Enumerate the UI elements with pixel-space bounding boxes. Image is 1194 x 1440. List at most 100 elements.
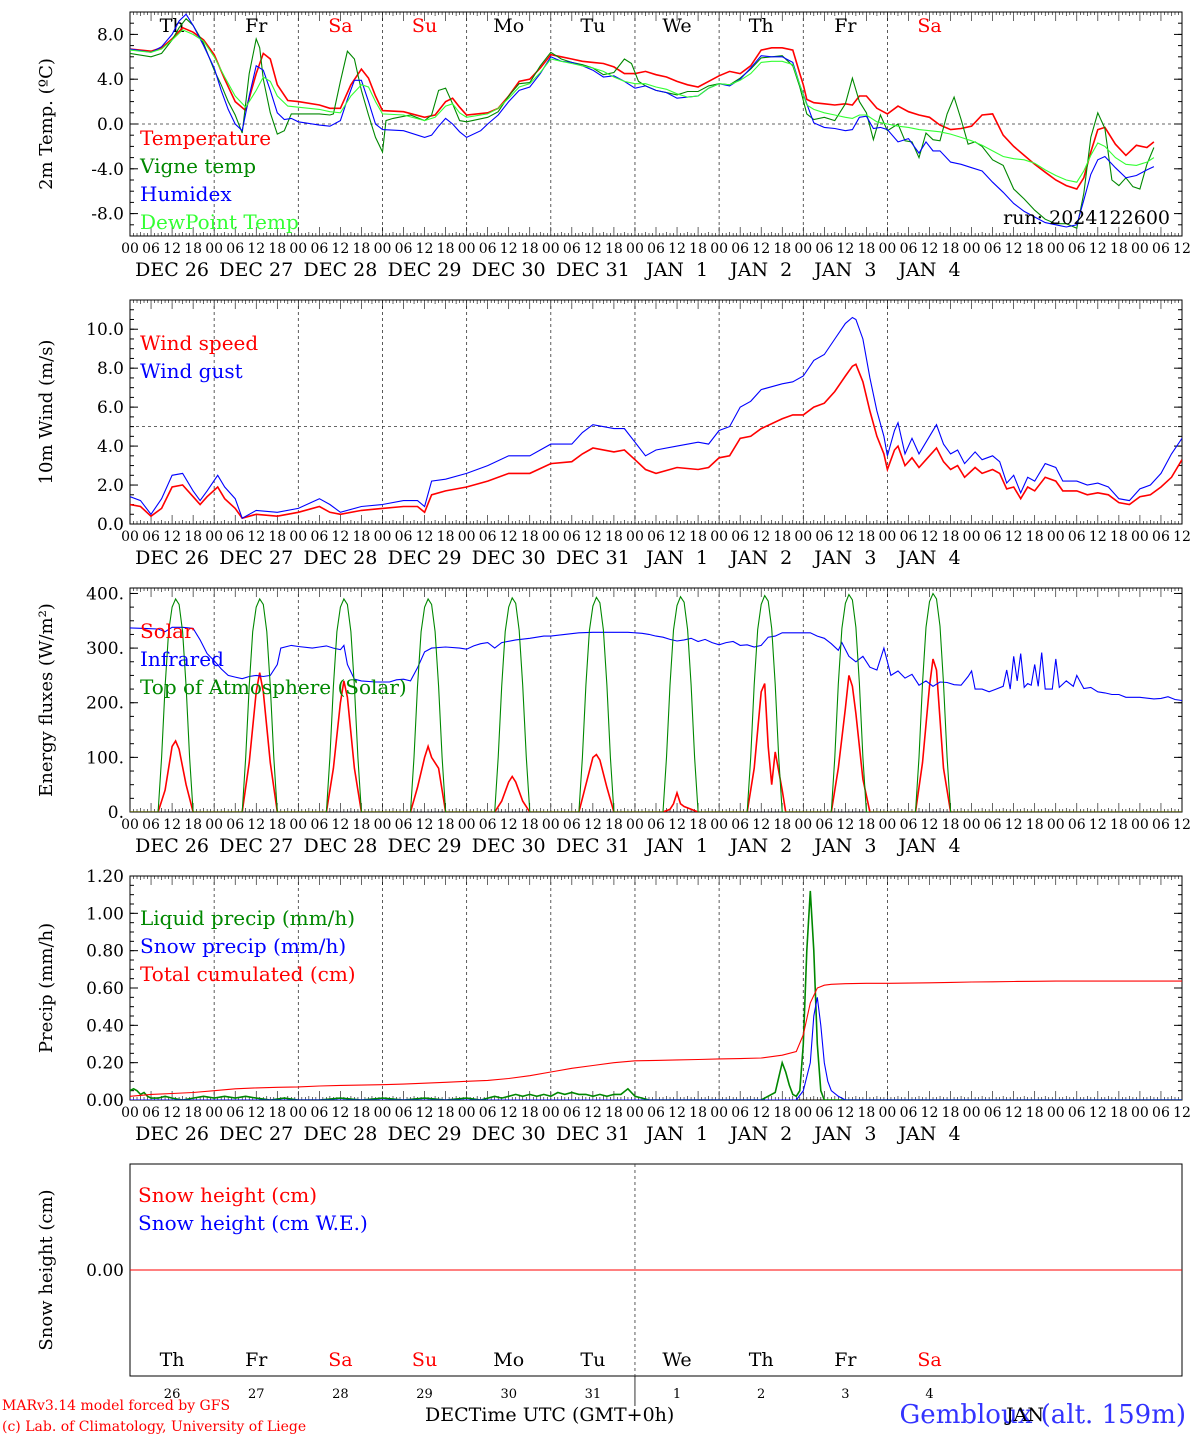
y-tick-label: 0.00 [86,1261,124,1281]
hour-label: 18 [437,241,455,257]
hour-label: 18 [268,817,286,833]
y-tick-label: 0. [108,803,124,823]
hour-label: 18 [1026,817,1044,833]
y-tick-label: 0.80 [86,942,124,962]
hour-label: 00 [458,529,476,545]
hour-label: 00 [542,529,560,545]
hour-label: 06 [900,529,918,545]
date-label: DEC 28 [303,259,377,281]
hour-label: 12 [921,1105,939,1121]
date-label: DEC 26 [135,547,209,569]
date-label: DEC 27 [219,835,293,857]
hour-label: 12 [584,1105,602,1121]
y-tick-label: -8.0 [91,205,124,225]
hour-label: 12 [500,1105,518,1121]
hour-label: 12 [1089,529,1107,545]
hour-label: 00 [374,529,392,545]
hour-label: 00 [794,241,812,257]
hour-label: 06 [395,529,413,545]
hour-label: 12 [752,817,770,833]
date-label: DEC 26 [135,835,209,857]
hour-label: 12 [668,241,686,257]
hour-label: 00 [710,1105,728,1121]
hour-label: 18 [689,1105,707,1121]
hour-label: 00 [374,241,392,257]
hour-label: 12 [668,817,686,833]
day-name-label: Fr [834,15,857,37]
hour-label: 18 [1110,529,1128,545]
lab-credit: (c) Lab. of Climatology, University of L… [2,1419,307,1435]
day-name-label: Mo [493,15,524,37]
hour-label: 00 [794,529,812,545]
hour-label: 00 [710,241,728,257]
hour-label: 12 [1005,241,1023,257]
hour-label: 12 [163,817,181,833]
y-tick-label: 0.0 [97,515,124,535]
panel-frame [129,299,1183,525]
day-number-label: 30 [500,1387,517,1402]
date-label: JAN 1 [644,259,708,281]
hour-label: 12 [921,817,939,833]
hour-label: 06 [226,241,244,257]
hour-label: 18 [184,817,202,833]
date-label: DEC 31 [556,835,630,857]
date-label: DEC 26 [135,1123,209,1145]
date-label: JAN 3 [812,835,876,857]
y-tick-label: 0.60 [86,979,124,999]
hour-label: 12 [1173,241,1191,257]
hour-label: 18 [437,817,455,833]
hour-label: 12 [668,529,686,545]
hour-label: 06 [815,529,833,545]
hour-label: 06 [142,529,160,545]
legend-entry: Infrared [140,647,224,671]
hour-label: 00 [1047,241,1065,257]
hour-label: 00 [1047,817,1065,833]
hour-label: 12 [331,817,349,833]
hour-label: 12 [752,529,770,545]
hour-label: 00 [626,817,644,833]
date-label: DEC 30 [472,259,546,281]
date-label: JAN 3 [812,547,876,569]
hour-label: 00 [879,529,897,545]
hour-label: 06 [479,817,497,833]
y-tick-label: 8.0 [97,25,124,45]
hour-label: 18 [773,529,791,545]
hour-label: 06 [984,241,1002,257]
hour-label: 06 [647,817,665,833]
date-label: DEC 28 [303,547,377,569]
date-label: DEC 27 [219,259,293,281]
hour-label: 06 [142,241,160,257]
day-name-label: Fr [245,1349,268,1371]
hour-label: 06 [900,241,918,257]
legend-entry: Vigne temp [139,154,256,178]
hour-label: 12 [1173,817,1191,833]
hour-label: 06 [984,529,1002,545]
hour-label: 18 [942,529,960,545]
hour-label: 00 [1131,529,1149,545]
hour-label: 18 [605,241,623,257]
hour-label: 06 [647,529,665,545]
hour-label: 00 [963,241,981,257]
hour-label: 18 [521,817,539,833]
hour-label: 06 [310,529,328,545]
y-tick-label: 100. [86,748,124,768]
day-number-label: 3 [841,1387,849,1402]
hour-label: 06 [142,1105,160,1121]
hour-label: 18 [353,241,371,257]
hour-label: 00 [289,1105,307,1121]
hour-label: 06 [900,817,918,833]
hour-label: 12 [752,241,770,257]
hour-label: 00 [121,529,139,545]
date-label: DEC 27 [219,1123,293,1145]
y-tick-label: 1.00 [86,904,124,924]
hour-label: 18 [353,1105,371,1121]
hour-label: 12 [584,241,602,257]
hour-label: 06 [226,1105,244,1121]
y-tick-label: 300. [86,639,124,659]
date-label: JAN 1 [644,1123,708,1145]
y-tick-label: 4.0 [97,437,124,457]
hour-label: 12 [247,1105,265,1121]
hour-label: 00 [374,1105,392,1121]
panel-frame [129,587,1183,813]
hour-label: 18 [521,529,539,545]
